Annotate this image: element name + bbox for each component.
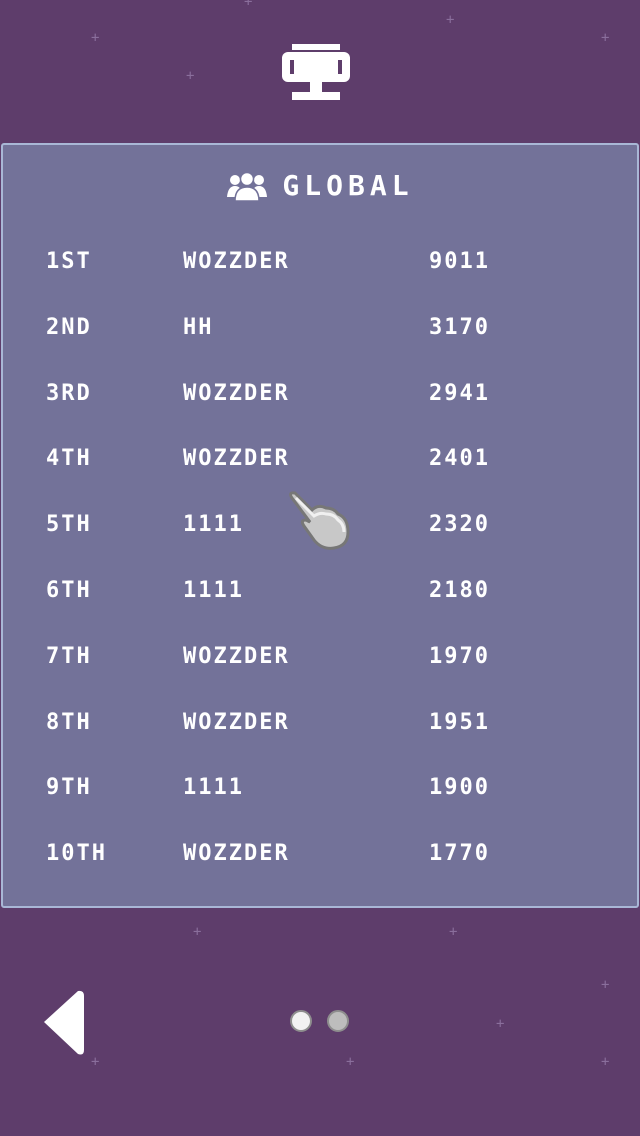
row-rank: 8TH xyxy=(46,709,92,735)
row-name: WOZZDER xyxy=(183,380,290,406)
row-name: WOZZDER xyxy=(183,841,290,867)
row-rank: 7TH xyxy=(46,643,92,669)
leaderboard-title: GLOBAL xyxy=(3,169,637,202)
pointing-hand-icon xyxy=(289,491,350,550)
row-rank: 6TH xyxy=(46,578,92,603)
row-name: WOZZDER xyxy=(183,709,290,735)
row-name: WOZZDER xyxy=(183,643,290,669)
row-name: 1111 xyxy=(183,775,244,801)
leaderboard-row: 9TH 1111 1900 xyxy=(3,775,637,805)
leaderboard-row: 7TH WOZZDER 1970 xyxy=(3,644,637,674)
leaderboard-row: 2ND HH 3170 xyxy=(3,315,637,345)
row-rank: 3RD xyxy=(46,380,92,406)
star-decoration: + xyxy=(601,977,610,993)
leaderboard-title-text: GLOBAL xyxy=(282,169,414,202)
star-decoration: + xyxy=(186,68,195,84)
row-score: 3170 xyxy=(429,314,490,340)
star-decoration: + xyxy=(496,1016,505,1032)
leaderboard-row: 10TH WOZZDER 1770 xyxy=(3,841,637,871)
star-decoration: + xyxy=(346,1054,355,1070)
star-decoration: + xyxy=(446,12,455,28)
leaderboard-row: 4TH WOZZDER 2401 xyxy=(3,446,637,476)
row-rank: 4TH xyxy=(46,446,92,472)
row-rank: 1ST xyxy=(46,249,92,274)
row-name: 1111 xyxy=(183,512,244,538)
back-arrow-icon[interactable] xyxy=(44,990,86,1056)
row-name: WOZZDER xyxy=(183,249,290,274)
page-indicator-1-active[interactable] xyxy=(290,1010,312,1032)
row-rank: 5TH xyxy=(46,512,92,538)
leaderboard-row: 5TH 1111 2320 xyxy=(3,512,637,542)
row-name: HH xyxy=(183,314,214,340)
row-score: 2180 xyxy=(429,578,490,603)
star-decoration: + xyxy=(91,1054,100,1070)
trophy-icon xyxy=(282,44,350,100)
row-score: 2941 xyxy=(429,380,490,406)
row-score: 2401 xyxy=(429,446,490,472)
row-rank: 2ND xyxy=(46,314,92,340)
row-score: 2320 xyxy=(429,512,490,538)
row-score: 9011 xyxy=(429,249,490,274)
row-name: 1111 xyxy=(183,578,244,603)
page-indicator-2[interactable] xyxy=(327,1010,349,1032)
star-decoration: + xyxy=(601,1054,610,1070)
star-decoration: + xyxy=(601,30,610,46)
row-score: 1970 xyxy=(429,643,490,669)
leaderboard-row: 1ST WOZZDER 9011 xyxy=(3,249,637,279)
row-score: 1900 xyxy=(429,775,490,801)
row-score: 1951 xyxy=(429,709,490,735)
leaderboard-row: 8TH WOZZDER 1951 xyxy=(3,710,637,740)
row-rank: 9TH xyxy=(46,775,92,801)
star-decoration: + xyxy=(91,30,100,46)
row-name: WOZZDER xyxy=(183,446,290,472)
star-decoration: + xyxy=(244,0,253,10)
star-decoration: + xyxy=(449,924,458,940)
row-score: 1770 xyxy=(429,841,490,867)
group-icon xyxy=(227,171,268,201)
leaderboard-row: 6TH 1111 2180 xyxy=(3,578,637,608)
leaderboard-row: 3RD WOZZDER 2941 xyxy=(3,381,637,411)
row-rank: 10TH xyxy=(46,841,107,867)
star-decoration: + xyxy=(193,924,202,940)
